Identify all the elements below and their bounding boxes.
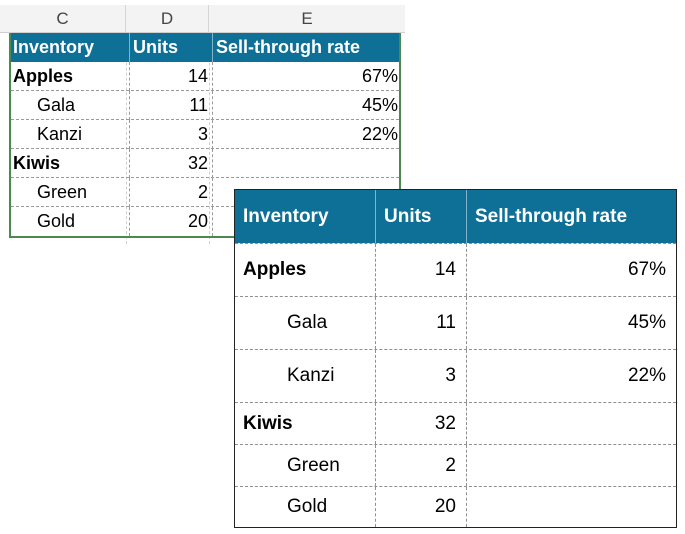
pasted-cell-units: 14 (375, 244, 466, 296)
sheet-table-selection[interactable]: Inventory Units Sell-through rate Apples… (9, 33, 401, 238)
pasted-row: Green 2 (235, 444, 676, 486)
sheet-cell-rate[interactable]: 22% (212, 120, 401, 149)
sheet-cell-rate[interactable] (212, 207, 401, 236)
sheet-row: Kanzi 3 22% (11, 120, 399, 149)
sheet-cell-name[interactable]: Gold (37, 211, 76, 231)
sheet-cell-name[interactable]: Apples (13, 66, 74, 86)
pasted-header-units: Units (375, 190, 466, 243)
sheet-cell-units[interactable]: 3 (129, 120, 212, 149)
column-header-d[interactable]: D (126, 5, 209, 33)
pasted-row: Kanzi 3 22% (235, 349, 676, 402)
sheet-row: Green 2 (11, 178, 399, 207)
pasted-header-row: Inventory Units Sell-through rate (235, 190, 676, 243)
pasted-row: Gold 20 (235, 486, 676, 527)
gridline (209, 33, 210, 244)
sheet-row: Gold 20 (11, 207, 399, 236)
sheet-cell-name[interactable]: Kiwis (13, 153, 61, 173)
pasted-row: Gala 11 45% (235, 296, 676, 349)
pasted-cell-rate (466, 445, 676, 486)
pasted-cell-rate (466, 403, 676, 444)
sheet-row: Kiwis 32 (11, 149, 399, 178)
sheet-header-inventory[interactable]: Inventory (13, 37, 95, 57)
pasted-cell-units: 32 (375, 403, 466, 444)
sheet-cell-name[interactable]: Kanzi (37, 124, 83, 144)
pasted-cell-name: Gold (287, 496, 328, 517)
pasted-cell-units: 20 (375, 487, 466, 527)
sheet-cell-rate[interactable] (212, 149, 401, 178)
pasted-header-inventory: Inventory (243, 205, 329, 227)
sheet-row: Apples 14 67% (11, 62, 399, 91)
sheet-header-rate[interactable]: Sell-through rate (212, 33, 401, 62)
sheet-cell-units[interactable]: 32 (129, 149, 212, 178)
sheet-cell-name[interactable]: Green (37, 182, 88, 202)
sheet-cell-units[interactable]: 20 (129, 207, 212, 236)
pasted-cell-rate: 22% (466, 350, 676, 402)
pasted-header-rate: Sell-through rate (466, 190, 676, 243)
column-header-e[interactable]: E (209, 5, 405, 33)
pasted-cell-name: Gala (287, 312, 328, 333)
pasted-cell-units: 3 (375, 350, 466, 402)
pasted-cell-name: Kiwis (243, 412, 293, 434)
sheet-header-units[interactable]: Units (129, 33, 212, 62)
sheet-cell-rate[interactable]: 45% (212, 91, 401, 120)
column-header-c[interactable]: C (0, 5, 126, 33)
pasted-cell-rate: 45% (466, 297, 676, 349)
gridline (126, 33, 127, 244)
pasted-cell-rate: 67% (466, 244, 676, 296)
pasted-cell-name: Green (287, 454, 340, 476)
pasted-cell-units: 11 (375, 297, 466, 349)
sheet-cell-units[interactable]: 11 (129, 91, 212, 120)
spreadsheet-grid: C D E Inventory Units Sell-through rate … (0, 0, 405, 244)
sheet-row: Gala 11 45% (11, 91, 399, 120)
sheet-cell-units[interactable]: 14 (129, 62, 212, 91)
pasted-cell-units: 2 (375, 445, 466, 486)
sheet-cell-rate[interactable]: 67% (212, 62, 401, 91)
sheet-header-row: Inventory Units Sell-through rate (11, 33, 399, 62)
pasted-row: Kiwis 32 (235, 402, 676, 444)
pasted-cell-name: Kanzi (287, 365, 335, 386)
pasted-row: Apples 14 67% (235, 243, 676, 296)
sheet-cell-rate[interactable] (212, 178, 401, 207)
sheet-cell-units[interactable]: 2 (129, 178, 212, 207)
pasted-cell-rate (466, 487, 676, 527)
pasted-table[interactable]: Inventory Units Sell-through rate Apples… (234, 189, 677, 528)
pasted-cell-name: Apples (243, 259, 307, 280)
sheet-cell-name[interactable]: Gala (37, 95, 76, 115)
